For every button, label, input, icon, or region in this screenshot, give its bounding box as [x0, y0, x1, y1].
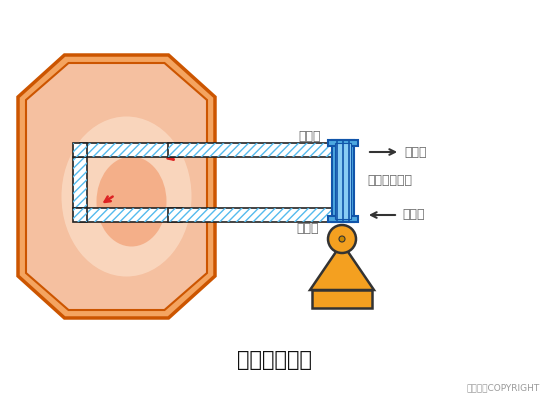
Bar — [80, 208, 182, 222]
Bar — [335, 150, 349, 215]
Bar — [335, 143, 349, 157]
Polygon shape — [18, 55, 215, 318]
Polygon shape — [310, 243, 374, 290]
Bar — [73, 157, 87, 208]
Bar — [335, 208, 349, 222]
Bar — [168, 208, 342, 222]
Bar — [80, 208, 182, 222]
Bar — [73, 143, 87, 157]
Bar — [328, 216, 358, 222]
Ellipse shape — [61, 117, 191, 277]
Bar — [335, 208, 349, 222]
Text: 冷泥进: 冷泥进 — [297, 222, 319, 235]
Circle shape — [339, 236, 345, 242]
Bar — [73, 208, 87, 222]
Bar — [168, 143, 342, 157]
Bar — [335, 143, 351, 219]
Bar — [80, 143, 182, 157]
Bar — [328, 140, 358, 146]
Bar — [168, 208, 342, 222]
Text: 水力循环搅拌: 水力循环搅拌 — [237, 350, 311, 370]
Text: 螺旋板换热器: 螺旋板换热器 — [367, 174, 412, 187]
Circle shape — [328, 225, 356, 253]
Bar — [73, 143, 87, 157]
Text: 热水出: 热水出 — [402, 209, 425, 222]
Polygon shape — [26, 63, 207, 310]
Bar — [73, 157, 87, 208]
Text: 热泥出: 热泥出 — [299, 130, 321, 143]
Bar — [168, 143, 342, 157]
Text: 东方仿真COPYRIGHT: 东方仿真COPYRIGHT — [467, 384, 540, 392]
Bar — [332, 140, 354, 222]
Bar — [312, 290, 372, 308]
Bar — [335, 150, 349, 215]
Bar — [335, 143, 349, 157]
Bar — [80, 143, 182, 157]
Bar — [73, 208, 87, 222]
Text: 冷水出: 冷水出 — [404, 146, 426, 158]
Ellipse shape — [96, 156, 167, 246]
